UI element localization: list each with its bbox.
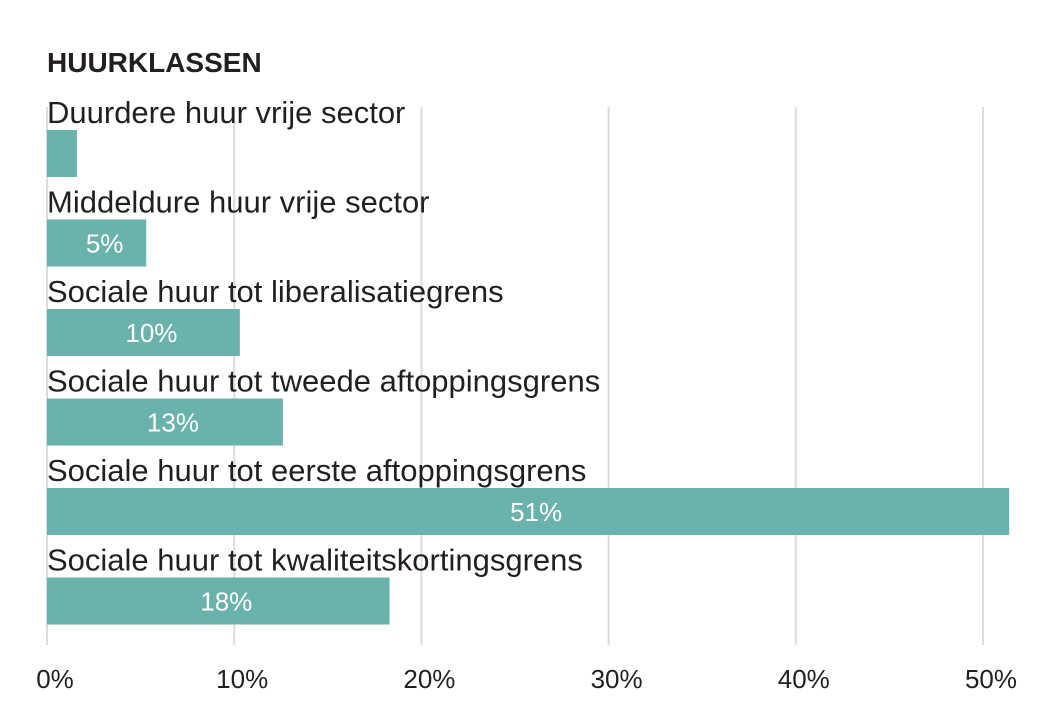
x-tick-label: 0% [36, 664, 74, 694]
category-label: Sociale huur tot eerste aftoppingsgrens [47, 453, 586, 488]
category-labels: Duurdere huur vrije sector Middeldure huu… [47, 95, 600, 578]
bar [47, 577, 390, 625]
x-tick-label: 40% [778, 664, 830, 694]
bar-value-label: 13% [147, 408, 199, 438]
gridlines [46, 107, 984, 645]
chart-title: HUURKLASSEN [47, 47, 262, 78]
bar-value-label: 18% [200, 587, 252, 617]
bar [47, 219, 147, 267]
category-label: Middeldure huur vrije sector [47, 185, 430, 220]
bar-value-label: 5% [86, 229, 124, 259]
x-tick-label: 10% [216, 664, 268, 694]
bars [47, 130, 1010, 625]
x-tick-label: 20% [403, 664, 455, 694]
bar [47, 398, 283, 446]
bar [47, 488, 1010, 535]
bar [47, 130, 77, 177]
x-axis-tick-labels: 0% 10% 20% 30% 40% 50% [36, 664, 1017, 694]
bar-value-label: 10% [125, 318, 177, 348]
bar-value-label: 51% [510, 497, 562, 527]
category-label: Sociale huur tot kwaliteitskortingsgrens [47, 543, 583, 578]
category-label: Sociale huur tot tweede aftoppingsgrens [47, 364, 600, 399]
x-tick-label: 50% [965, 664, 1017, 694]
x-tick-label: 30% [591, 664, 643, 694]
bar [47, 309, 240, 356]
data-labels: 5% 10% 13% 51% 18% [86, 229, 562, 617]
category-label: Sociale huur tot liberalisatiegrens [47, 274, 504, 309]
category-label: Duurdere huur vrije sector [47, 95, 405, 130]
